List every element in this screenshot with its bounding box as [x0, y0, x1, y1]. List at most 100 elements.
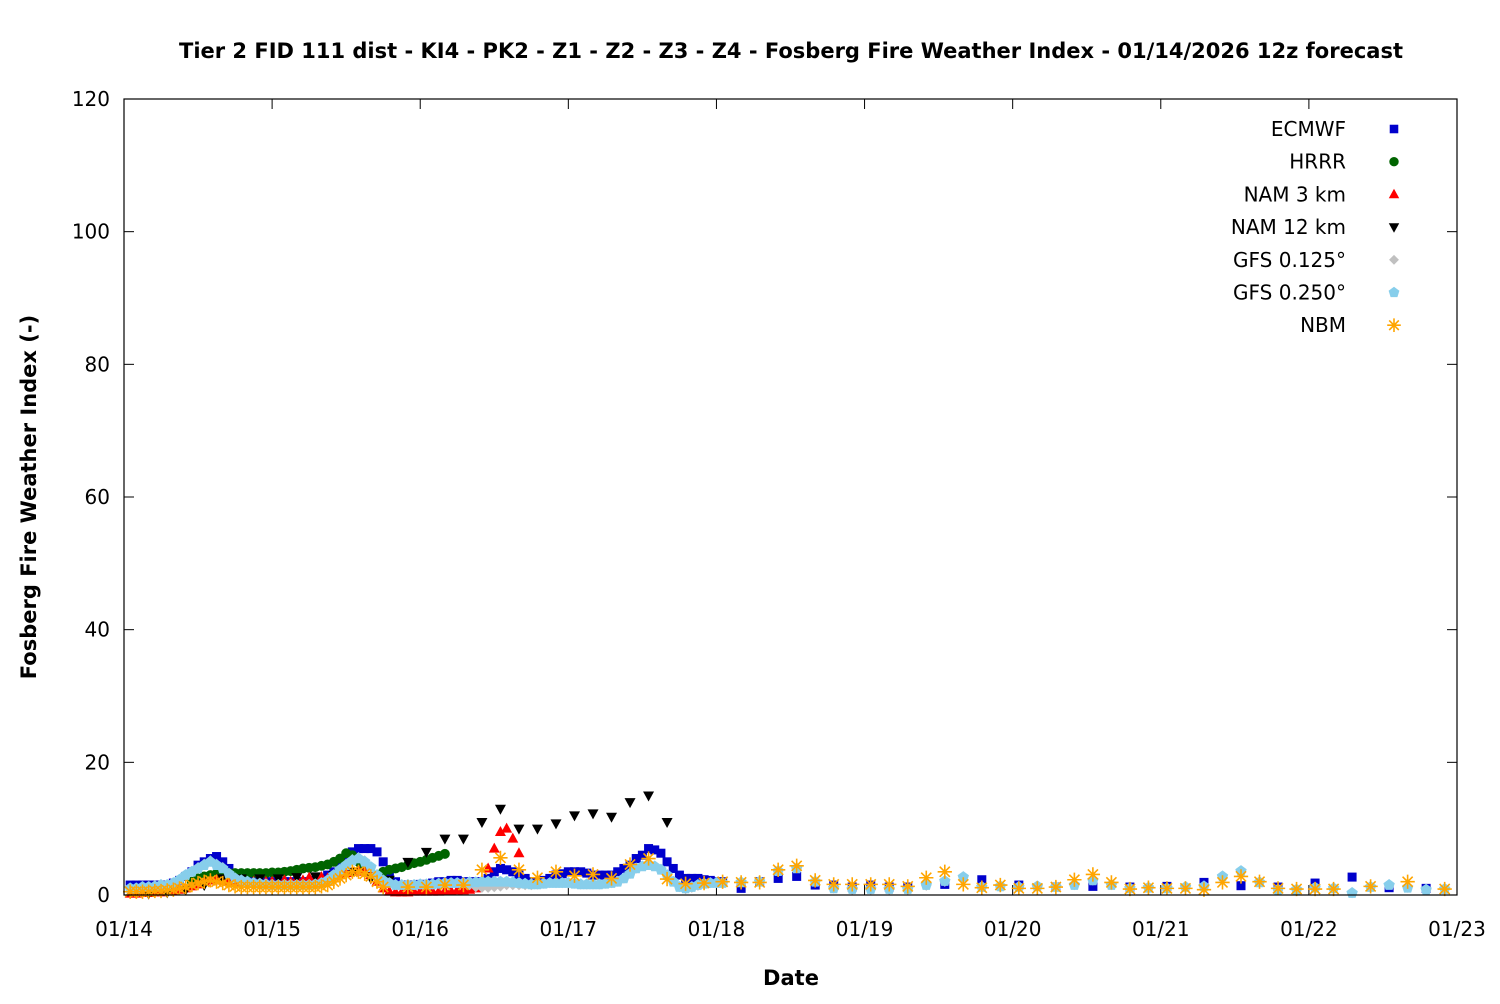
data-point: [1363, 879, 1378, 894]
data-point: [476, 818, 488, 829]
data-point: [696, 875, 712, 891]
data-point: [619, 863, 629, 873]
data-point: [826, 877, 841, 892]
data-point: [937, 864, 952, 879]
data-point: [606, 812, 618, 823]
data-point: [668, 863, 678, 873]
data-point: [693, 873, 703, 883]
data-point: [376, 879, 391, 895]
data-point: [662, 857, 672, 867]
data-point: [771, 862, 786, 877]
data-point: [488, 842, 500, 853]
data-point: [439, 834, 451, 845]
data-point: [365, 861, 377, 872]
data-point: [420, 847, 432, 858]
data-point: [494, 825, 506, 836]
data-point: [659, 871, 675, 887]
legend-marker-circle-icon: [1389, 156, 1399, 167]
data-point: [1420, 883, 1432, 895]
legend-marker-triangle-up-icon: [1388, 188, 1400, 199]
data-point: [360, 844, 370, 854]
data-point: [513, 847, 525, 858]
data-point: [1011, 881, 1026, 896]
x-tick-label: 01/15: [243, 917, 301, 941]
data-point: [613, 867, 623, 877]
data-point: [184, 877, 200, 893]
data-point: [789, 858, 804, 873]
legend-label: NAM 3 km: [1244, 182, 1346, 206]
data-point: [1307, 881, 1323, 897]
data-point: [792, 871, 802, 881]
data-point: [1400, 874, 1415, 889]
data-point: [474, 862, 490, 877]
data-point: [1215, 875, 1230, 890]
data-point: [1122, 881, 1138, 897]
data-point: [993, 877, 1008, 893]
data-point: [531, 824, 543, 835]
data-point: [641, 851, 656, 866]
data-point: [977, 875, 987, 885]
data-point: [1347, 872, 1357, 882]
data-point: [587, 809, 599, 820]
data-point: [563, 867, 573, 877]
legend-label: HRRR: [1289, 150, 1346, 174]
legend-label: ECMWF: [1271, 117, 1346, 141]
data-point: [656, 848, 666, 858]
data-point: [501, 822, 513, 833]
data-point: [1085, 867, 1101, 882]
legend-label: NBM: [1300, 313, 1346, 337]
data-point: [166, 882, 181, 897]
axis-ticks: 01/14 01/15 01/16 01/17 01/18 01/19 01/20 01/21…: [72, 87, 1486, 941]
data-point: [622, 857, 638, 872]
data-point: [493, 850, 508, 866]
data-point: [339, 867, 354, 883]
data-point: [567, 868, 582, 883]
data-point: [495, 863, 505, 873]
legend-marker-square-icon: [1389, 124, 1399, 134]
data-point: [215, 875, 230, 891]
series-nbm: [123, 850, 1452, 899]
data-point: [569, 811, 581, 822]
data-point: [585, 867, 601, 882]
data-point: [624, 798, 636, 809]
x-tick-label: 01/16: [391, 917, 449, 941]
legend-label: NAM 12 km: [1231, 215, 1346, 239]
data-point: [919, 870, 934, 885]
x-tick-label: 01/18: [688, 917, 746, 941]
data-point: [384, 870, 394, 880]
x-tick-label: 01/14: [95, 917, 153, 941]
data-point: [502, 865, 512, 875]
x-tick-label: 01/21: [1132, 917, 1190, 941]
data-point: [1178, 881, 1193, 896]
data-point: [309, 872, 321, 883]
data-point: [957, 871, 969, 882]
legend-marker-pentagon-icon: [1388, 286, 1400, 298]
data-point: [900, 879, 915, 894]
data-point: [644, 844, 654, 854]
data-point: [845, 877, 860, 892]
y-tick-label: 80: [85, 352, 110, 376]
data-point: [320, 877, 335, 893]
data-point: [557, 869, 567, 879]
x-tick-label: 01/20: [984, 917, 1042, 941]
data-point: [678, 876, 693, 891]
data-point: [357, 866, 372, 881]
data-point: [661, 818, 673, 829]
data-point: [1346, 887, 1358, 898]
x-tick-label: 01/17: [540, 917, 598, 941]
data-point: [314, 879, 329, 894]
data-point: [513, 824, 525, 835]
data-point: [1233, 869, 1249, 884]
data-point: [1104, 875, 1119, 890]
data-point: [190, 875, 206, 891]
data-point: [326, 874, 341, 889]
chart-title: Tier 2 FID 111 dist - KI4 - PK2 - Z1 - Z…: [179, 39, 1403, 63]
data-point: [494, 804, 506, 815]
data-point: [351, 864, 366, 879]
data-point: [1159, 881, 1175, 896]
data-point: [1252, 874, 1267, 889]
data-point: [1270, 881, 1286, 896]
data-point: [332, 871, 348, 886]
data-point: [576, 867, 586, 877]
